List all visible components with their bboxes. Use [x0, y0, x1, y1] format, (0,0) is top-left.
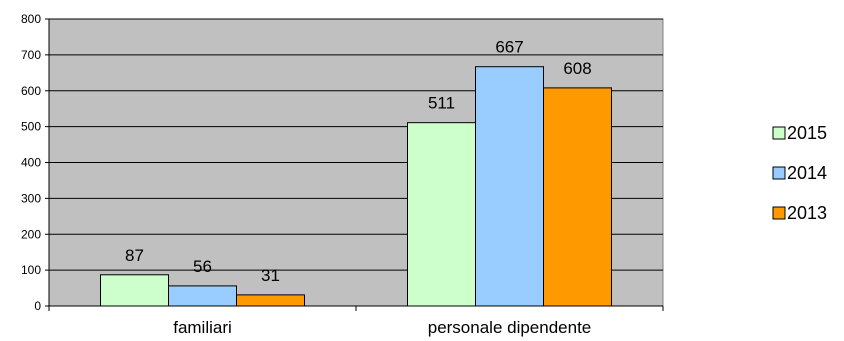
legend-label: 2014	[787, 163, 827, 183]
legend-label: 2013	[787, 203, 827, 223]
bar-2014-1	[475, 66, 544, 307]
y-axis: 0 100 200 300 400 500 600 700 800	[21, 12, 50, 313]
data-label: 87	[125, 246, 144, 265]
bar-2015-0	[100, 274, 169, 307]
y-tick-label: 500	[21, 120, 41, 134]
y-tick-label: 200	[21, 227, 41, 241]
x-axis: familiari personale dipendente	[48, 305, 664, 337]
data-label: 667	[495, 38, 523, 57]
y-tick-label: 700	[21, 48, 41, 62]
legend-swatch-2013	[772, 206, 786, 220]
legend: 2015 2014 2013	[772, 123, 827, 223]
data-label: 511	[428, 94, 455, 113]
x-category-label: personale dipendente	[428, 318, 592, 337]
y-tick-label: 400	[21, 156, 41, 170]
legend-swatch-2015	[772, 126, 786, 140]
data-label: 608	[563, 59, 591, 78]
bars	[100, 66, 612, 307]
data-label: 31	[261, 266, 280, 285]
y-tick-label: 300	[21, 191, 41, 205]
bar-2015-1	[407, 122, 476, 307]
y-tick-label: 0	[34, 299, 41, 313]
data-label: 56	[193, 257, 212, 276]
bar-2013-0	[236, 294, 305, 307]
data-labels: 87 56 31 511 667 608	[125, 38, 592, 285]
legend-label: 2015	[787, 123, 827, 143]
y-tick-label: 800	[21, 12, 41, 26]
y-tick-label: 100	[21, 263, 41, 277]
x-category-label: familiari	[173, 318, 232, 337]
legend-swatch-2014	[772, 166, 786, 180]
bar-2013-1	[543, 87, 612, 307]
bar-2014-0	[168, 285, 237, 307]
y-tick-label: 600	[21, 84, 41, 98]
